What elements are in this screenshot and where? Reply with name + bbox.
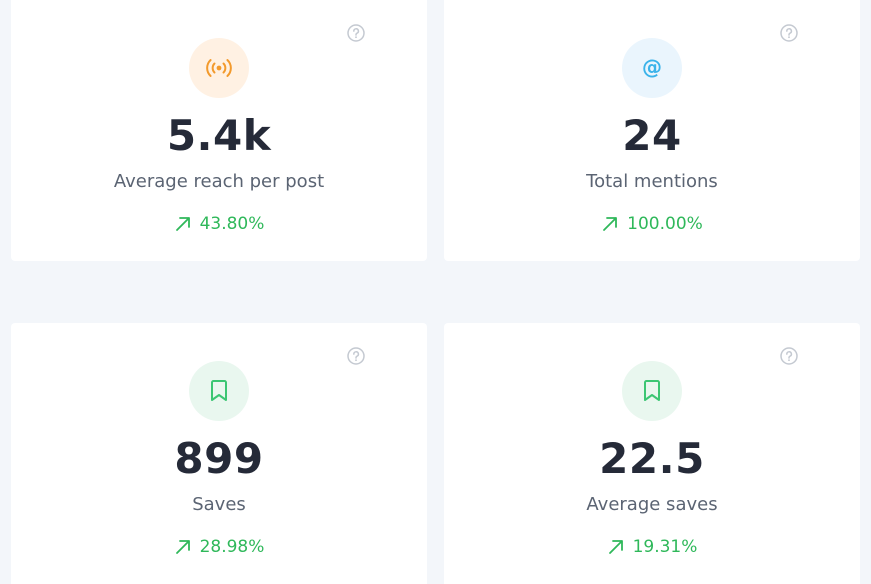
stat-change-value: 28.98%	[199, 537, 265, 557]
stat-label: Saves	[192, 494, 246, 515]
stat-card-average-saves: 22.5 Average saves 19.31%	[444, 323, 860, 584]
trend-up-icon	[601, 215, 619, 233]
help-icon[interactable]	[780, 24, 798, 42]
stat-label: Average saves	[586, 494, 718, 515]
help-icon[interactable]	[347, 347, 365, 365]
trend-up-icon	[174, 538, 192, 556]
stat-change-value: 19.31%	[632, 537, 698, 557]
stat-card-saves: 899 Saves 28.98%	[11, 323, 427, 584]
at-sign-glyph: @	[642, 55, 662, 79]
stat-value: 24	[622, 111, 682, 160]
bookmark-icon	[189, 361, 249, 421]
stat-label: Average reach per post	[113, 171, 325, 192]
stat-change-value: 100.00%	[627, 214, 703, 234]
help-icon[interactable]	[780, 347, 798, 365]
trend-up-icon	[174, 215, 192, 233]
stat-change: 28.98%	[11, 535, 427, 559]
stat-label: Total mentions	[586, 171, 718, 192]
stat-value: 899	[174, 434, 264, 483]
stat-card-total-mentions: @ 24 Total mentions 100.00%	[444, 0, 860, 261]
broadcast-icon	[189, 38, 249, 98]
stat-change-value: 43.80%	[199, 214, 265, 234]
bookmark-icon	[622, 361, 682, 421]
stat-change: 19.31%	[444, 535, 860, 559]
stat-card-average-reach: 5.4k Average reach per post 43.80%	[11, 0, 427, 261]
at-sign-icon: @	[622, 38, 682, 98]
stat-value: 5.4k	[166, 111, 272, 160]
stat-value: 22.5	[599, 434, 705, 483]
trend-up-icon	[607, 538, 625, 556]
stat-change: 100.00%	[444, 212, 860, 236]
help-icon[interactable]	[347, 24, 365, 42]
stat-change: 43.80%	[11, 212, 427, 236]
